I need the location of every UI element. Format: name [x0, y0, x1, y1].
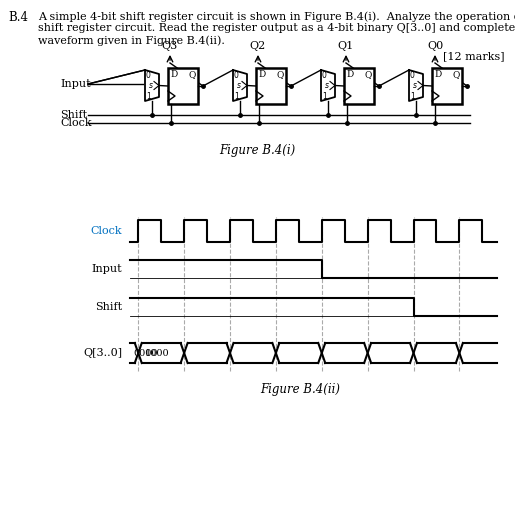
Text: Q: Q: [277, 70, 284, 79]
Text: D: D: [434, 70, 441, 79]
Text: 1: 1: [410, 92, 415, 101]
Text: A simple 4-bit shift register circuit is shown in Figure B.4(i).  Analyze the op: A simple 4-bit shift register circuit is…: [38, 11, 515, 22]
Text: 0: 0: [410, 71, 415, 80]
Text: Q: Q: [188, 70, 196, 79]
Text: Clock: Clock: [60, 118, 92, 128]
Text: Q: Q: [453, 70, 460, 79]
Text: [12 marks]: [12 marks]: [443, 51, 505, 61]
Text: s: s: [413, 81, 417, 90]
Text: 1: 1: [146, 92, 151, 101]
Polygon shape: [145, 70, 159, 101]
Text: B.4: B.4: [8, 11, 28, 24]
Polygon shape: [233, 70, 247, 101]
Text: s: s: [149, 81, 153, 90]
Text: 0000: 0000: [133, 348, 158, 357]
Text: Q: Q: [365, 70, 372, 79]
Text: 1: 1: [322, 92, 327, 101]
Polygon shape: [409, 70, 423, 101]
Text: D: D: [346, 70, 353, 79]
Text: D: D: [258, 70, 265, 79]
Text: Input: Input: [60, 79, 91, 89]
Text: s: s: [325, 81, 329, 90]
Text: Q[3..0]: Q[3..0]: [83, 348, 122, 358]
Bar: [256, 68, 286, 104]
Text: 1000: 1000: [145, 348, 169, 357]
Text: 0: 0: [146, 71, 151, 80]
Text: 1: 1: [234, 92, 239, 101]
Bar: [344, 68, 374, 104]
Text: D: D: [170, 70, 177, 79]
Text: Q3: Q3: [162, 41, 178, 51]
Text: Input: Input: [91, 264, 122, 274]
Text: shift register circuit. Read the register output as a 4-bit binary Q[3..0] and c: shift register circuit. Read the registe…: [38, 23, 515, 33]
Text: Clock: Clock: [90, 226, 122, 236]
Text: Q2: Q2: [250, 41, 266, 51]
Text: 0: 0: [234, 71, 239, 80]
Text: Q1: Q1: [338, 41, 354, 51]
Text: Q0: Q0: [427, 41, 443, 51]
Polygon shape: [321, 70, 335, 101]
Text: s: s: [237, 81, 241, 90]
Bar: [168, 68, 198, 104]
Text: 0: 0: [322, 71, 327, 80]
Text: Figure B.4(ii): Figure B.4(ii): [260, 383, 340, 396]
Text: waveform given in Figure B.4(ii).: waveform given in Figure B.4(ii).: [38, 35, 225, 46]
Text: Shift: Shift: [60, 110, 87, 120]
Text: Shift: Shift: [95, 302, 122, 312]
Text: Figure B.4(i): Figure B.4(i): [219, 144, 295, 157]
Bar: [432, 68, 462, 104]
